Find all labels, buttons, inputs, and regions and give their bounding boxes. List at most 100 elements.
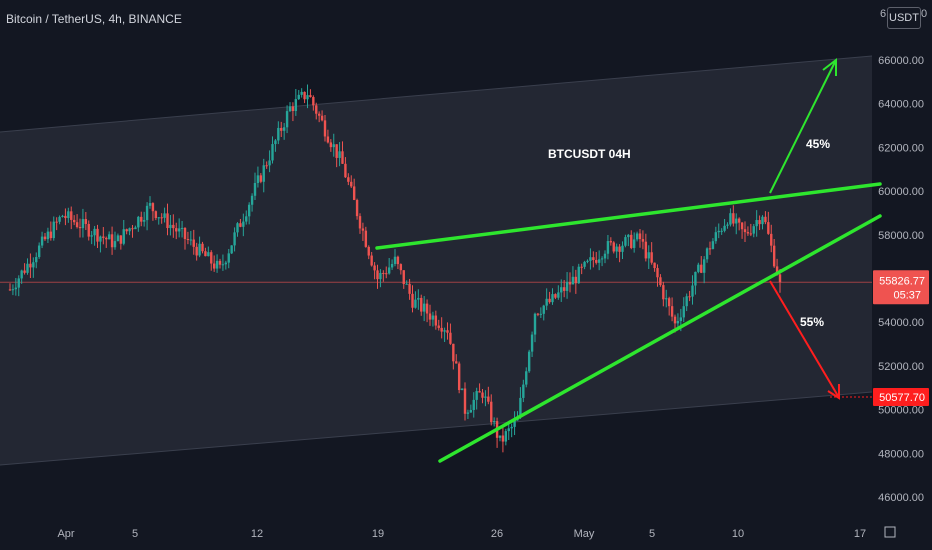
candle-body [411,293,414,308]
top-partial-tick: 6 [880,8,887,20]
candle-body [32,262,35,268]
candle-body [688,296,691,298]
candle-body [233,232,236,246]
candle-body [536,313,540,315]
candle-body [105,237,108,240]
candle-body [37,245,41,258]
wedge-lower-trendline [438,214,882,463]
candle-body [676,321,680,324]
candle-body [714,232,718,242]
candle-body [452,343,455,362]
candle-body [189,239,193,241]
candle-body [102,236,105,238]
candle-body [425,303,429,314]
candle-body [691,285,694,297]
candle-body [64,215,67,219]
candle-body [545,298,548,306]
candle-body [539,313,543,315]
candle-body [630,234,633,248]
candle-body [641,239,645,242]
candle-body [387,267,391,274]
candle-body [128,228,131,232]
candle-body [163,213,166,218]
candle-body [177,228,181,232]
candle-body [338,151,341,158]
candle-body [288,106,292,112]
candle-body [525,371,528,385]
candle-body [145,205,149,221]
candle-body [180,227,184,229]
candle-body [446,330,449,333]
candle-body [107,234,111,240]
candle-body [761,216,764,225]
candle-body [697,264,700,272]
candle-body [527,351,531,372]
candle-body [417,297,420,300]
candle-body [732,213,735,224]
candle-body [335,144,338,158]
candle-body [84,219,88,224]
candle-body [737,218,741,223]
candle-body [99,236,102,242]
candle-body [326,136,330,143]
candle-body [758,220,761,225]
candle-body [700,264,703,273]
bearish-arrow-head [827,384,840,400]
candle-body [434,315,438,326]
candle-body [595,260,598,263]
candle-body [530,334,534,352]
candle-body [764,216,767,223]
candle-body [81,219,85,229]
candle-body [46,231,50,240]
candle-body [522,384,525,398]
candle-body [75,222,79,228]
candle-body [58,216,61,222]
candle-body [367,246,370,256]
candle-body [277,127,280,141]
bar-countdown: 05:37 [893,289,921,301]
last-price-badge [873,270,929,305]
currency-badge[interactable]: USDT [887,7,921,29]
candle-body [460,388,464,391]
candle-body [312,97,315,106]
candle-body [236,223,239,233]
candle-body [376,270,379,280]
candle-body [589,257,592,261]
candle-body [72,219,76,223]
candle-body [8,289,12,291]
x-tick-label: 10 [732,528,744,540]
candle-body [186,238,190,240]
candle-body [554,294,557,298]
candle-body [262,165,265,182]
candle-body [469,410,473,413]
candle-body [61,215,64,217]
candle-body [169,224,172,229]
candle-body [685,296,688,307]
candle-body [253,182,257,196]
candle-body [317,113,321,116]
x-tick-label: 17 [854,528,866,540]
y-tick-label: 54000.00 [878,317,924,329]
candle-body [166,213,169,229]
x-tick-label: 5 [132,528,138,540]
y-tick-label: 46000.00 [878,492,924,504]
y-tick-label: 66000.00 [878,55,924,67]
candle-body [280,127,283,131]
candle-body [265,165,268,167]
candle-body [498,435,502,438]
candle-body [119,235,123,244]
candle-body [350,181,353,187]
candle-body [113,241,117,248]
candle-body [134,227,137,230]
candle-body [635,233,639,240]
candle-body [20,270,23,279]
candle-body [708,248,712,250]
candle-body [487,396,490,402]
candle-body [560,287,563,293]
candle-body [358,216,362,229]
candle-body [606,241,610,254]
candle-body [621,245,624,252]
candle-body [679,317,683,322]
